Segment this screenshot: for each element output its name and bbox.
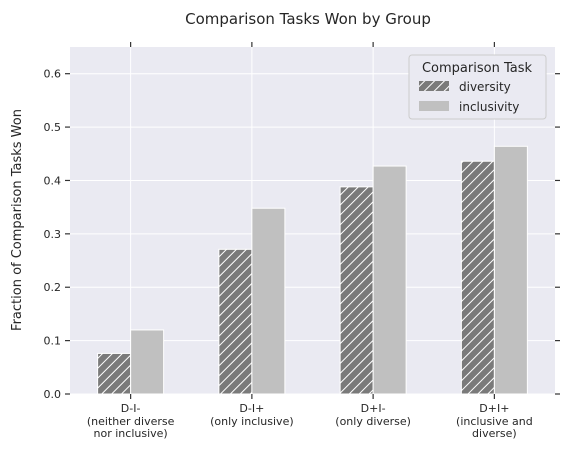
legend-swatch-inclusivity xyxy=(419,101,449,111)
y-tick-label: 0.2 xyxy=(44,281,62,294)
bar-inclusivity xyxy=(493,145,528,395)
y-tick-label: 0.1 xyxy=(44,335,62,348)
y-tick-label: 0.4 xyxy=(44,174,62,187)
y-tick-label: 0.6 xyxy=(44,68,62,81)
bar-diversity xyxy=(460,160,495,395)
bar-inclusivity xyxy=(130,329,165,395)
x-tick-label: D+I+ xyxy=(479,402,509,415)
x-tick-label: D-I- xyxy=(121,402,141,415)
chart-title: Comparison Tasks Won by Group xyxy=(185,10,431,28)
bar-inclusivity xyxy=(251,207,286,395)
legend-title: Comparison Task xyxy=(422,61,532,76)
x-tick-sublabel: (only inclusive) xyxy=(210,415,294,428)
x-tick-label: D-I+ xyxy=(239,402,264,415)
bar-diversity xyxy=(97,352,132,395)
x-tick-sublabel: (only diverse) xyxy=(335,415,411,428)
legend-label-diversity: diversity xyxy=(459,80,511,94)
x-tick-sublabel: nor inclusive) xyxy=(94,427,168,440)
x-tick-sublabel: (inclusive and xyxy=(456,415,533,428)
x-tick-sublabel: diverse) xyxy=(472,427,517,440)
bar-inclusivity xyxy=(372,165,407,395)
y-axis-label: Fraction of Comparison Tasks Won xyxy=(10,109,25,331)
legend: Comparison Task diversity inclusivity xyxy=(408,54,547,120)
y-tick-label: 0.3 xyxy=(44,228,62,241)
axes: 0.0 0.1 0.2 0.3 0.4 0.5 0.6 D-I-(neither divers… xyxy=(44,42,560,440)
legend-label-inclusivity: inclusivity xyxy=(459,100,519,114)
x-tick-label: D+I- xyxy=(361,402,386,415)
y-tick-label: 0.0 xyxy=(44,388,62,401)
y-tick-label: 0.5 xyxy=(44,121,62,134)
x-tick-sublabel: (neither diverse xyxy=(87,415,175,428)
bars xyxy=(97,145,528,395)
bar-diversity xyxy=(218,248,253,395)
legend-swatch-diversity xyxy=(419,81,449,91)
bar-diversity xyxy=(339,186,374,395)
